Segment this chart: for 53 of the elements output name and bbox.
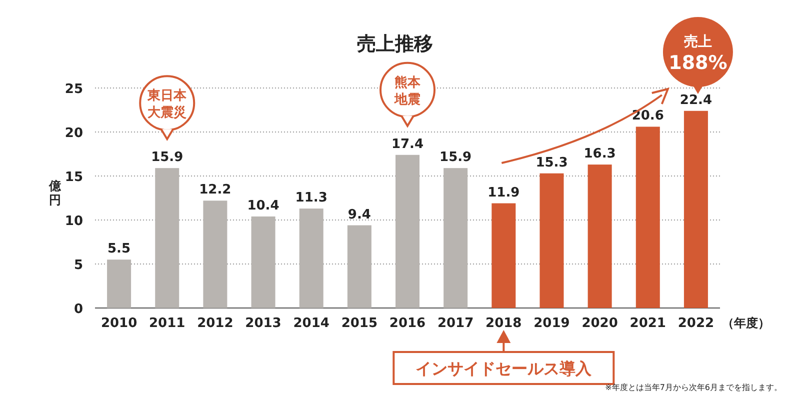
data-label: 15.3	[536, 155, 568, 170]
bar	[347, 225, 372, 308]
x-tick-label: 2014	[293, 316, 330, 331]
x-tick-label: 2019	[534, 316, 570, 331]
x-axis-title: （年度）	[722, 316, 770, 330]
x-tick-label: 2022	[678, 316, 714, 331]
x-tick-label: 2021	[630, 316, 666, 331]
x-tick-label: 2012	[197, 316, 234, 331]
data-label: 15.9	[440, 150, 472, 166]
data-label: 20.6	[632, 108, 664, 124]
y-tick-label: 5	[74, 258, 83, 273]
y-tick-label: 25	[64, 82, 83, 97]
data-label: 10.4	[247, 198, 280, 214]
bar	[299, 208, 324, 308]
chart-title: 売上推移	[357, 33, 433, 55]
bar	[636, 126, 660, 308]
bar	[396, 154, 420, 308]
x-tick-label: 2018	[486, 316, 522, 331]
x-tick-label: 2011	[149, 316, 186, 331]
data-label: 5.5	[108, 242, 131, 257]
bar	[540, 173, 564, 308]
data-label: 17.4	[391, 136, 424, 152]
x-tick-label: 2017	[437, 316, 474, 331]
data-label: 15.9	[151, 150, 184, 166]
y-tick-label: 20	[64, 126, 83, 141]
bar	[251, 216, 276, 308]
bar	[203, 200, 228, 308]
data-label: 11.9	[488, 185, 520, 200]
data-label: 11.3	[295, 190, 328, 206]
text: 売上188%	[668, 34, 728, 74]
bar	[588, 164, 612, 308]
text: インサイドセールス導入	[416, 359, 593, 378]
x-tick-label: 2016	[389, 316, 426, 331]
y-axis-title: 億円	[48, 179, 62, 207]
y-tick-label: 15	[64, 170, 83, 185]
bar	[684, 110, 708, 308]
bar	[107, 260, 132, 308]
annotation: 熊本地震	[394, 74, 422, 108]
data-label: 16.3	[584, 146, 616, 162]
x-tick-label: 2020	[582, 316, 618, 331]
x-tick-label: 2015	[341, 316, 378, 331]
bar	[492, 203, 516, 308]
x-tick-label: 2010	[100, 316, 138, 331]
x-tick-label: 2013	[245, 316, 282, 331]
annotation: 東日本大震災	[146, 88, 188, 121]
y-tick-label: 0	[74, 302, 83, 317]
bar	[444, 168, 468, 308]
data-label: 9.4	[348, 207, 371, 222]
data-label: 22.4	[680, 92, 712, 108]
y-tick-label: 10	[64, 214, 83, 229]
data-label: 12.2	[199, 182, 232, 198]
bar	[155, 168, 180, 308]
text: ※年度とは当年7月から次年6月までを指します。	[605, 383, 782, 392]
